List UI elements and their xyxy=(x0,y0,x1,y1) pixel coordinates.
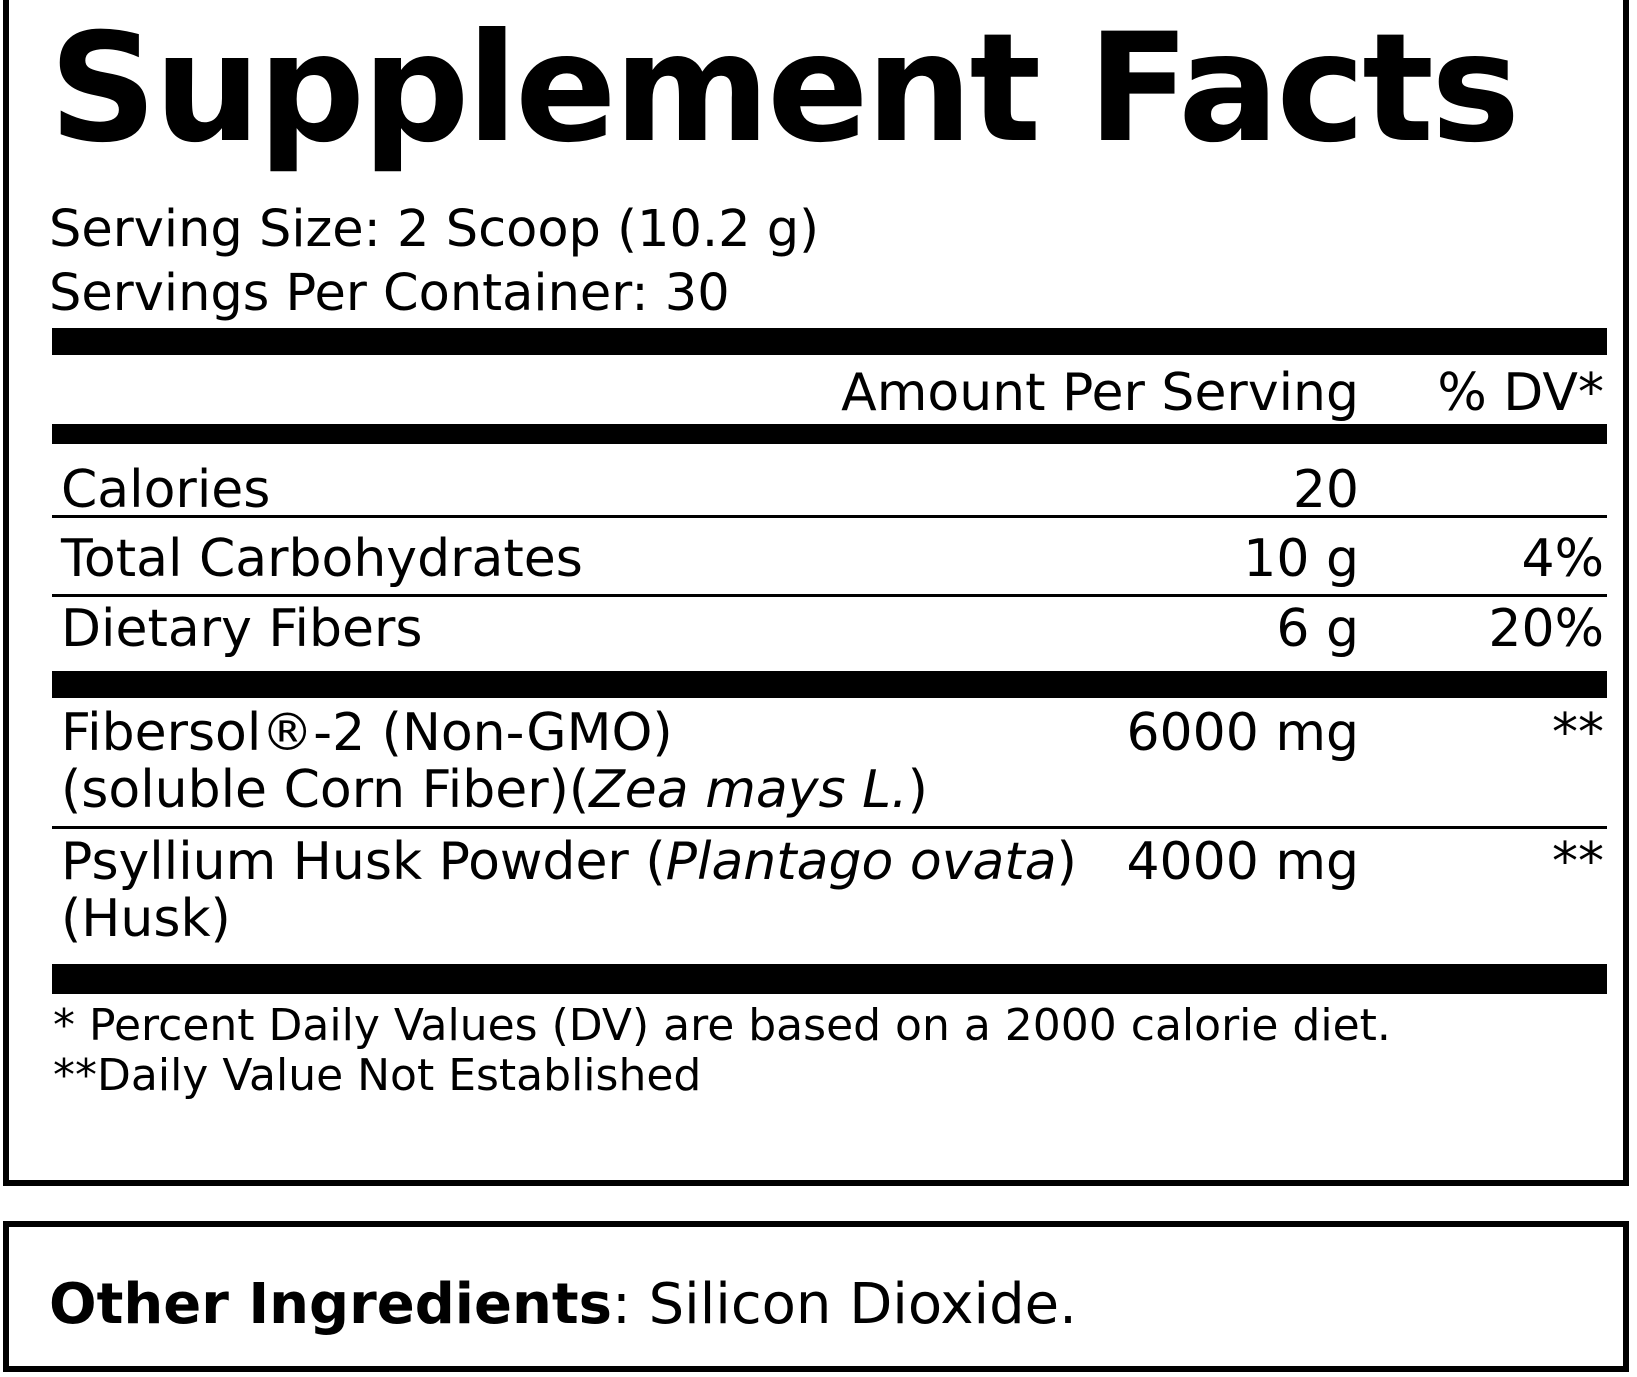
amount-per-serving-header: Amount Per Serving xyxy=(841,363,1359,423)
other-ingredients-value: : Silicon Dioxide. xyxy=(611,1272,1077,1337)
row-divider xyxy=(52,594,1607,597)
nutrient-name: Total Carbohydrates xyxy=(61,529,583,589)
nutrient-amount: 6 g xyxy=(1276,599,1359,659)
nutrient-name: Dietary Fibers xyxy=(61,599,423,659)
other-ingredients-panel: Other Ingredients: Silicon Dioxide. xyxy=(3,1221,1629,1372)
servings-per-container: Servings Per Container: 30 xyxy=(49,264,730,323)
thick-divider xyxy=(52,964,1607,994)
thick-divider xyxy=(52,328,1607,355)
other-ingredients-label: Other Ingredients xyxy=(49,1272,612,1337)
ingredient-name: Psyllium Husk Powder (Plantago ovata) xyxy=(61,832,1077,892)
thick-divider xyxy=(52,671,1607,698)
dv-header: % DV* xyxy=(1437,363,1604,423)
nutrient-dv: 4% xyxy=(1521,529,1605,589)
supplement-facts-panel: Supplement Facts Serving Size: 2 Scoop (… xyxy=(3,0,1629,1186)
footnote-not-established: **Daily Value Not Established xyxy=(53,1050,702,1101)
ingredient-subname: (soluble Corn Fiber)(Zea mays L.) xyxy=(61,760,928,820)
serving-size: Serving Size: 2 Scoop (10.2 g) xyxy=(49,200,820,259)
thick-divider xyxy=(52,424,1607,444)
ingredient-dv: ** xyxy=(1552,703,1604,763)
panel-title: Supplement Facts xyxy=(49,2,1520,176)
ingredient-subname: (Husk) xyxy=(61,889,231,949)
ingredient-name: Fibersol®-2 (Non-GMO) xyxy=(61,703,673,763)
nutrient-name: Calories xyxy=(61,460,271,520)
nutrient-amount: 20 xyxy=(1292,460,1359,520)
other-ingredients-line: Other Ingredients: Silicon Dioxide. xyxy=(49,1277,1077,1333)
nutrient-dv: 20% xyxy=(1488,599,1604,659)
row-divider xyxy=(52,515,1607,518)
row-divider xyxy=(52,826,1607,829)
footnote-dv: * Percent Daily Values (DV) are based on… xyxy=(53,1000,1391,1051)
ingredient-dv: ** xyxy=(1552,832,1604,892)
ingredient-amount: 6000 mg xyxy=(1126,703,1359,763)
ingredient-amount: 4000 mg xyxy=(1126,832,1359,892)
nutrient-amount: 10 g xyxy=(1243,529,1359,589)
